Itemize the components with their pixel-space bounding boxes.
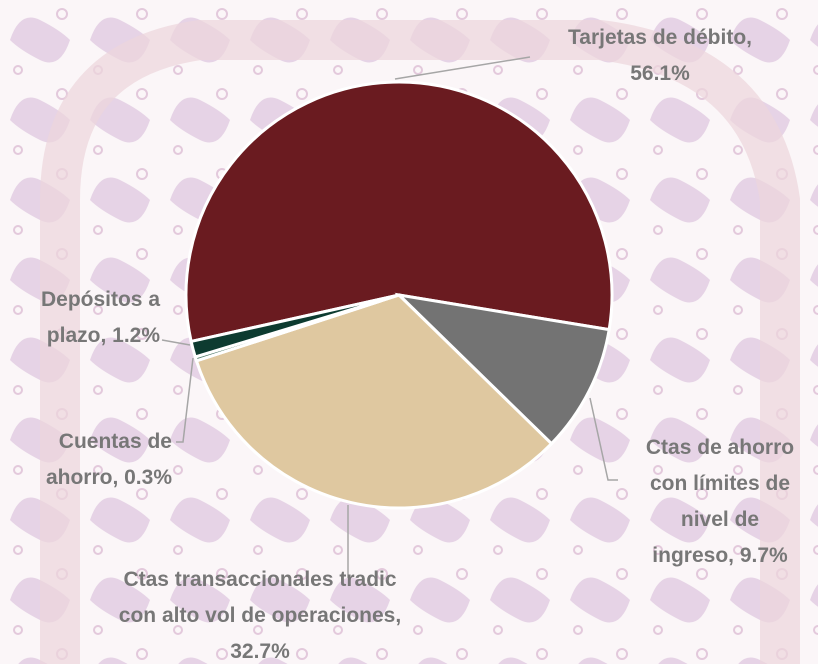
pie-slice: [194, 293, 554, 510]
data-label: Cuentas de ahorro, 0.3%: [46, 430, 172, 489]
pie-slice: [189, 293, 400, 359]
leader-line: [176, 357, 194, 443]
data-label: Ctas de ahorro con límites de nivel de ingr…: [646, 436, 794, 567]
pie-slice: [184, 80, 614, 344]
pie-slice: [394, 292, 611, 446]
background-shape: [40, 20, 800, 664]
data-label: Ctas transaccionales tradic con alto vol …: [119, 568, 401, 663]
leader-line: [589, 397, 618, 481]
data-label: Tarjetas de débito, 56.1%: [568, 26, 752, 85]
leader-line: [394, 56, 531, 80]
data-label: Depósitos a plazo, 1.2%: [41, 288, 160, 347]
leader-line: [161, 339, 191, 346]
